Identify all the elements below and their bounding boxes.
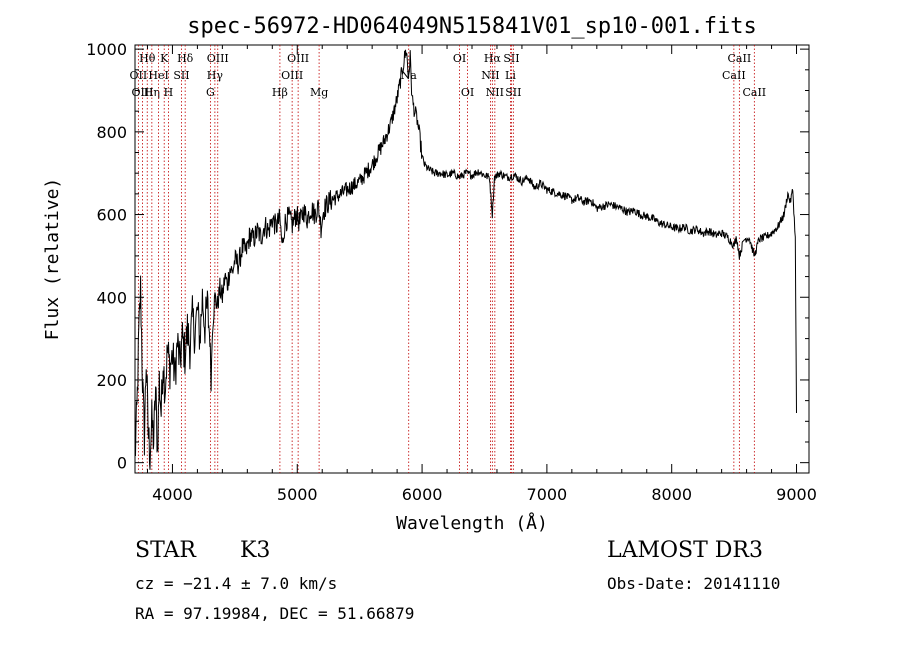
- spectral-line-label-3: Hη: [144, 86, 160, 99]
- spectral-line-label-5: HeI: [148, 69, 168, 82]
- x-tick-label-2: 6000: [402, 485, 443, 504]
- spectral-line-label-23: NII: [486, 86, 504, 99]
- y-tick-label-2: 400: [96, 288, 127, 307]
- x-axis-label: Wavelength (Å): [396, 512, 548, 534]
- y-tick-label-1: 200: [96, 371, 127, 390]
- coordinates-text: RA = 97.19984, DEC = 51.66879: [135, 604, 415, 623]
- spectral-line-label-10: Hγ: [207, 69, 224, 82]
- spectral-line-label-18: OI: [461, 86, 474, 99]
- spectral-line-label-27: CaII: [742, 86, 766, 99]
- spectral-line-label-2: OIII: [131, 86, 153, 99]
- spectral-line-label-4: K: [160, 52, 169, 65]
- x-tick-label-0: 4000: [152, 485, 193, 504]
- x-tick-label-1: 5000: [277, 485, 318, 504]
- spectral-line-label-9: OIII: [207, 52, 229, 65]
- spectrum-line: [134, 49, 797, 470]
- spectral-line-label-15: Mg: [310, 86, 328, 99]
- axis-ticks: 4000 5000 6000 7000 8000 9000 0 200 400 600 800 100…: [86, 40, 817, 504]
- survey-label: LAMOST DR3: [607, 538, 763, 563]
- object-class: STAR: [135, 538, 196, 563]
- y-tick-label-0: 0: [117, 454, 127, 473]
- y-tick-label-3: 600: [96, 206, 127, 225]
- spectral-line-label-8: Hδ: [177, 52, 194, 65]
- x-tick-label-3: 7000: [527, 485, 568, 504]
- x-tick-label-4: 8000: [651, 485, 692, 504]
- spectrum-series: [134, 49, 797, 470]
- object-subclass: K3: [240, 538, 271, 563]
- y-tick-label-5: 1000: [86, 40, 127, 59]
- y-axis-label: Flux (relative): [42, 178, 63, 341]
- spectral-line-label-7: H: [164, 86, 174, 99]
- spectral-line-label-12: OIII: [287, 52, 309, 65]
- spectral-line-label-20: SII: [503, 52, 519, 65]
- spectral-line-label-11: G: [206, 86, 215, 99]
- spectral-line-label-17: OI: [453, 52, 466, 65]
- x-tick-label-5: 9000: [776, 485, 817, 504]
- spectral-line-label-14: Hβ: [272, 86, 288, 99]
- spectral-line-label-24: SII: [505, 86, 521, 99]
- spectral-line-label-13: OIII: [281, 69, 303, 82]
- spectral-line-label-21: NII: [481, 69, 499, 82]
- spectral-line-label-25: CaII: [728, 52, 752, 65]
- chart-title: spec-56972-HD064049N515841V01_sp10-001.f…: [187, 14, 757, 39]
- y-tick-label-4: 800: [96, 123, 127, 142]
- spectral-line-label-26: CaII: [722, 69, 746, 82]
- spectral-line-label-19: Hα: [484, 52, 502, 65]
- spectral-line-label-6: SII: [173, 69, 189, 82]
- spectral-line-label-1: OII: [130, 69, 148, 82]
- spectral-line-label-22: Li: [505, 69, 516, 82]
- redshift-text: cz = −21.4 ± 7.0 km/s: [135, 574, 338, 593]
- spectral-line-label-0: Hθ: [139, 52, 156, 65]
- observation-date: Obs-Date: 20141110: [607, 574, 781, 593]
